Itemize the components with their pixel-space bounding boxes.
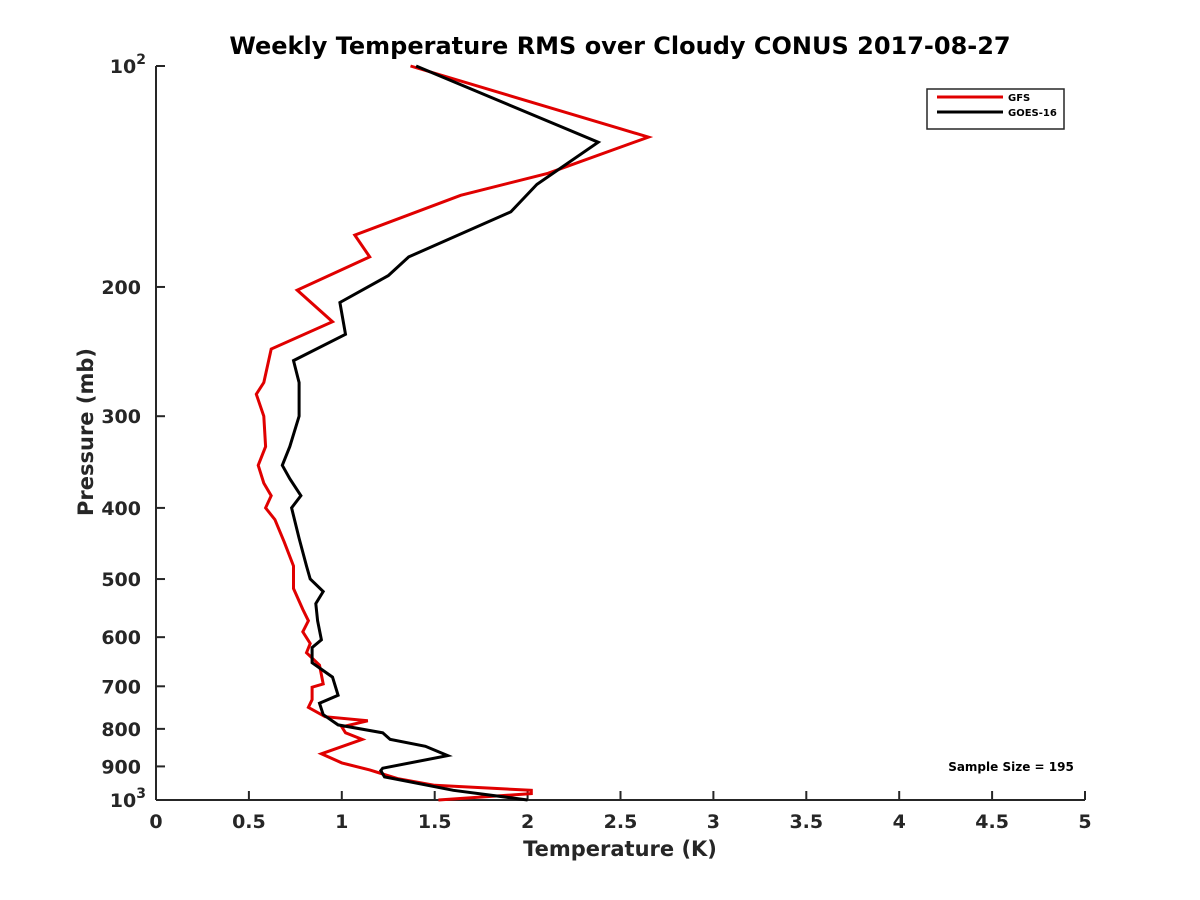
series-line-goes-16 [280,64,602,802]
y-tick-label: 900 [101,756,141,778]
x-axis-label: Temperature (K) [523,837,717,861]
y-tick-label: 700 [101,676,141,698]
x-tick-label: 1.5 [418,811,452,833]
x-tick-label: 2.5 [604,811,638,833]
x-tick-label: 5 [1078,811,1091,833]
x-tick-label: 3 [707,811,720,833]
x-tick-label: 0 [149,811,162,833]
legend-label: GOES-16 [1008,108,1057,119]
y-tick-label: 103 [110,786,146,812]
y-tick-label: 500 [101,569,141,591]
x-tick-label: 4 [893,811,906,833]
sample-size-annotation: Sample Size = 195 [948,760,1074,774]
x-tick-label: 0.5 [232,811,266,833]
y-tick-label: 800 [101,719,141,741]
axes: 0 0.5 1 1.5 2 2.5 3 3.5 4 4.5 5 102 200 300 400 500 600 7… [101,52,1091,833]
legend: GFS GOES-16 [926,88,1065,130]
x-tick-label: 2 [521,811,534,833]
series-line-gfs [254,64,654,802]
y-axis-label: Pressure (mb) [74,348,98,516]
y-tick-label: 102 [110,52,146,78]
y-tick-label: 300 [101,406,141,428]
legend-label: GFS [1008,93,1030,104]
series-layer [254,64,654,802]
x-tick-label: 1 [335,811,348,833]
x-tick-label: 3.5 [789,811,823,833]
x-tick-label: 4.5 [975,811,1009,833]
y-tick-label: 600 [101,627,141,649]
y-tick-label: 200 [101,277,141,299]
y-tick-label: 400 [101,498,141,520]
chart-title: Weekly Temperature RMS over Cloudy CONUS… [229,32,1010,60]
